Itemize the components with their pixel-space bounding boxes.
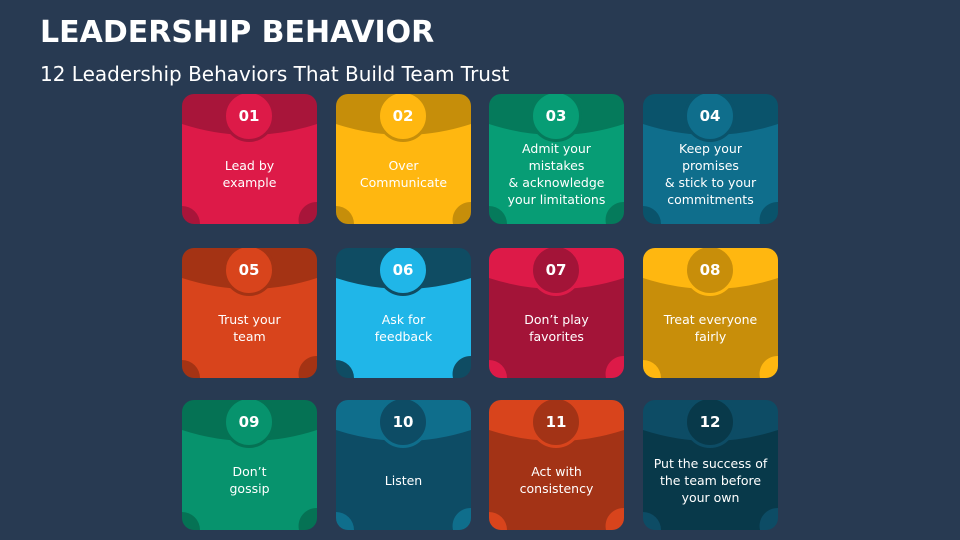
- behavior-card: 04 Keep your promises & stick to your com…: [643, 94, 778, 224]
- number-badge: 03: [530, 94, 582, 142]
- number-badge: 10: [377, 400, 429, 448]
- card-background: [336, 248, 471, 378]
- behavior-card: 03 Admit your mistakes & acknowledge your…: [489, 94, 624, 224]
- behavior-label: Over Communicate: [359, 158, 448, 190]
- page-subtitle: 12 Leadership Behaviors That Build Team …: [40, 62, 510, 86]
- behavior-card: 01 Lead by example: [182, 94, 317, 224]
- behavior-label: Lead by example: [222, 158, 277, 190]
- number-badge: 08: [684, 248, 736, 296]
- card-background: [643, 248, 778, 378]
- number-badge: 01: [223, 94, 275, 142]
- number-badge: 02: [377, 94, 429, 142]
- behavior-card: 05 Trust your team: [182, 248, 317, 378]
- number-badge: 12: [684, 400, 736, 448]
- number-badge: 04: [684, 94, 736, 142]
- behavior-grid: 01 Lead by example 02 Over Communicate 03 Adm…: [182, 94, 778, 530]
- behavior-card: 06 Ask for feedback: [336, 248, 471, 378]
- behavior-label: Trust your team: [218, 312, 281, 344]
- card-background: [336, 94, 471, 224]
- behavior-card: 02 Over Communicate: [336, 94, 471, 224]
- number-badge: 05: [223, 248, 275, 296]
- behavior-label: Listen: [384, 472, 423, 488]
- number-badge: 09: [223, 400, 275, 448]
- behavior-card: 10 Listen: [336, 400, 471, 530]
- behavior-card: 11 Act with consistency: [489, 400, 624, 530]
- behavior-card: 07 Don’t play favorites: [489, 248, 624, 378]
- behavior-label: Treat everyone fairly: [663, 312, 758, 344]
- number-badge: 06: [377, 248, 429, 296]
- card-background: [336, 400, 471, 530]
- behavior-label: Act with consistency: [519, 464, 594, 496]
- card-background: [643, 400, 778, 530]
- number-badge: 11: [530, 400, 582, 448]
- page-title: LEADERSHIP BEHAVIOR: [40, 15, 435, 50]
- behavior-card: 08 Treat everyone fairly: [643, 248, 778, 378]
- behavior-label: Don’t gossip: [229, 464, 270, 496]
- behavior-card: 12 Put the success of the team before you…: [643, 400, 778, 530]
- behavior-label: Don’t play favorites: [524, 312, 589, 344]
- behavior-label: Keep your promises & stick to your commi…: [664, 141, 757, 207]
- behavior-label: Admit your mistakes & acknowledge your l…: [507, 141, 606, 207]
- behavior-label: Ask for feedback: [374, 312, 433, 344]
- number-badge: 07: [530, 248, 582, 296]
- behavior-card: 09 Don’t gossip: [182, 400, 317, 530]
- card-background: [182, 248, 317, 378]
- behavior-label: Put the success of the team before your …: [653, 455, 768, 505]
